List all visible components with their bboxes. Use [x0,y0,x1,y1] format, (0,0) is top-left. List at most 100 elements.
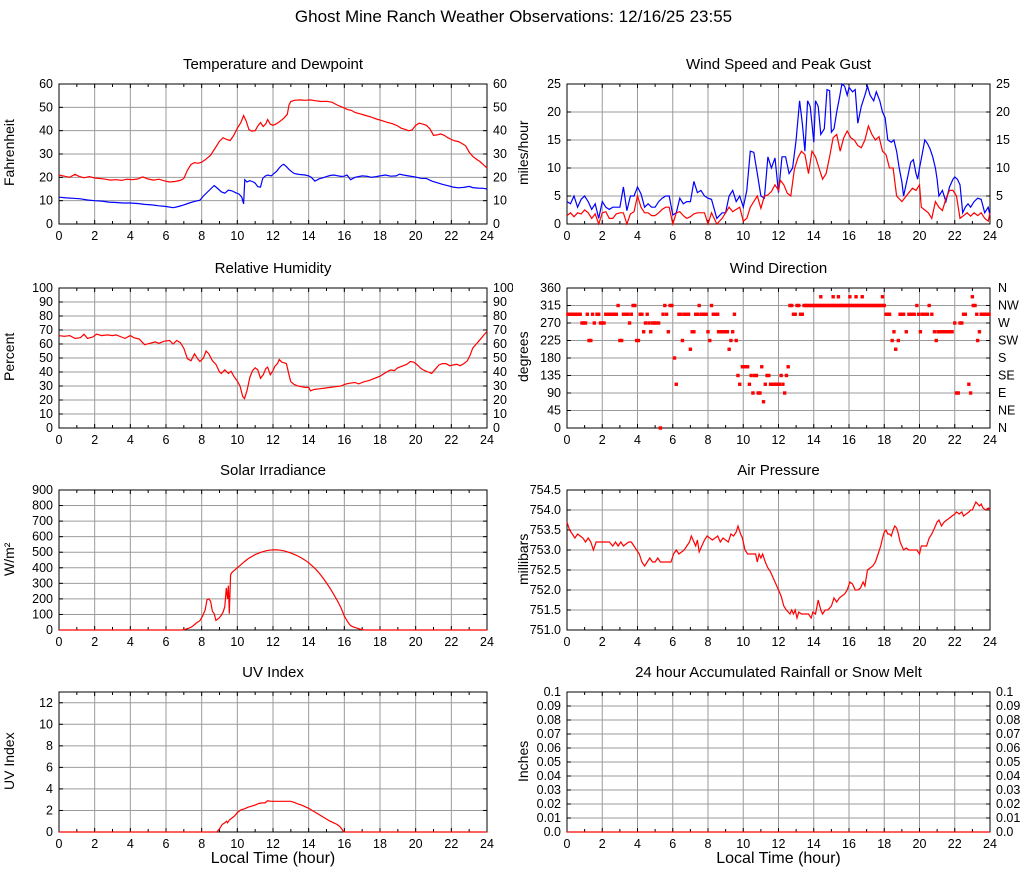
svg-text:4: 4 [634,635,641,649]
svg-text:10: 10 [493,194,507,208]
svg-text:0.02: 0.02 [996,797,1020,811]
svg-text:8: 8 [705,433,712,447]
svg-text:30: 30 [39,147,53,161]
svg-text:18: 18 [877,229,891,243]
svg-text:10: 10 [39,194,53,208]
svg-text:0: 0 [493,421,500,435]
svg-text:0: 0 [996,217,1003,231]
svg-text:8: 8 [46,739,53,753]
svg-text:360: 360 [540,282,561,295]
svg-text:100: 100 [32,282,53,295]
svg-text:10: 10 [736,433,750,447]
svg-text:10: 10 [230,229,244,243]
svg-text:90: 90 [39,295,53,309]
chart-title: Solar Irradiance [220,462,326,479]
svg-text:16: 16 [337,837,351,851]
svg-text:22: 22 [444,433,458,447]
svg-text:16: 16 [842,837,856,851]
svg-text:0: 0 [56,433,63,447]
svg-text:900: 900 [32,484,53,497]
svg-text:0: 0 [564,433,571,447]
svg-text:14: 14 [302,229,316,243]
svg-text:10: 10 [736,837,750,851]
svg-text:300: 300 [32,576,53,590]
svg-text:80: 80 [39,309,53,323]
svg-text:0.04: 0.04 [996,769,1020,783]
svg-text:20: 20 [913,433,927,447]
svg-text:25: 25 [996,78,1010,91]
svg-text:6: 6 [669,433,676,447]
rainfall-plot: 0 2 4 6 8 10 12 14 16 18 20 22 240.0 0.00.01 0.010.02 0… [537,686,1021,851]
svg-text:753.5: 753.5 [530,523,561,537]
svg-text:50: 50 [39,100,53,114]
svg-text:18: 18 [877,837,891,851]
svg-text:0: 0 [46,217,53,231]
svg-text:14: 14 [302,433,316,447]
svg-text:22: 22 [444,229,458,243]
chart-wind-direction: Wind Direction degrees 0 2 4 6 8 10 12 14 16 18 20… [514,260,1027,474]
svg-text:600: 600 [32,530,53,544]
svg-text:60: 60 [493,78,507,91]
chart-title: Air Pressure [737,462,820,479]
svg-text:0.09: 0.09 [537,699,561,713]
chart-title: Relative Humidity [214,260,332,277]
svg-text:22: 22 [948,229,962,243]
svg-text:22: 22 [948,433,962,447]
chart-title: Wind Direction [729,260,828,277]
svg-text:0: 0 [46,623,53,637]
page-title: Ghost Mine Ranch Weather Observations: 1… [294,7,733,26]
svg-text:20: 20 [409,635,423,649]
svg-text:12: 12 [772,433,786,447]
svg-text:0.07: 0.07 [996,727,1020,741]
svg-text:12: 12 [772,229,786,243]
svg-text:0.06: 0.06 [996,741,1020,755]
svg-text:8: 8 [705,635,712,649]
svg-text:0.06: 0.06 [537,741,561,755]
svg-text:30: 30 [39,379,53,393]
chart-uv-index: UV Index UV Index 0 2 4 6 8 10 12 14 16 18 20 22 24 0… [0,664,513,878]
svg-text:30: 30 [493,379,507,393]
svg-text:16: 16 [337,229,351,243]
svg-text:4: 4 [127,635,134,649]
svg-text:50: 50 [39,351,53,365]
svg-text:4: 4 [634,433,641,447]
svg-text:90: 90 [493,295,507,309]
svg-text:10: 10 [230,635,244,649]
svg-text:180: 180 [540,351,561,365]
svg-text:25: 25 [547,78,561,91]
svg-text:12: 12 [772,635,786,649]
svg-text:0.02: 0.02 [537,797,561,811]
svg-text:12: 12 [266,433,280,447]
svg-text:2: 2 [599,229,606,243]
chart-title: Temperature and Dewpoint [182,56,364,73]
svg-text:135: 135 [540,369,561,383]
svg-text:20: 20 [493,393,507,407]
svg-text:752.0: 752.0 [530,583,561,597]
svg-text:12: 12 [772,837,786,851]
svg-text:24: 24 [983,229,997,243]
svg-text:751.0: 751.0 [530,623,561,637]
svg-text:200: 200 [32,592,53,606]
svg-text:0: 0 [46,825,53,839]
svg-text:50: 50 [493,100,507,114]
svg-text:6: 6 [163,229,170,243]
svg-text:8: 8 [198,433,205,447]
svg-text:16: 16 [842,433,856,447]
svg-text:0.05: 0.05 [996,755,1020,769]
svg-text:315: 315 [540,299,561,313]
svg-text:80: 80 [493,309,507,323]
x-axis-label: Local Time (hour) [716,850,841,867]
svg-text:0.01: 0.01 [537,811,561,825]
svg-text:20: 20 [39,393,53,407]
svg-text:5: 5 [554,189,561,203]
svg-text:40: 40 [39,124,53,138]
svg-text:8: 8 [705,229,712,243]
chart-rainfall: 24 hour Accumulated Rainfall or Snow Mel… [514,664,1027,878]
svg-text:0: 0 [56,635,63,649]
svg-text:10: 10 [547,161,561,175]
svg-text:90: 90 [547,386,561,400]
svg-text:10: 10 [39,407,53,421]
svg-text:2: 2 [46,803,53,817]
svg-text:NE: NE [998,404,1015,418]
